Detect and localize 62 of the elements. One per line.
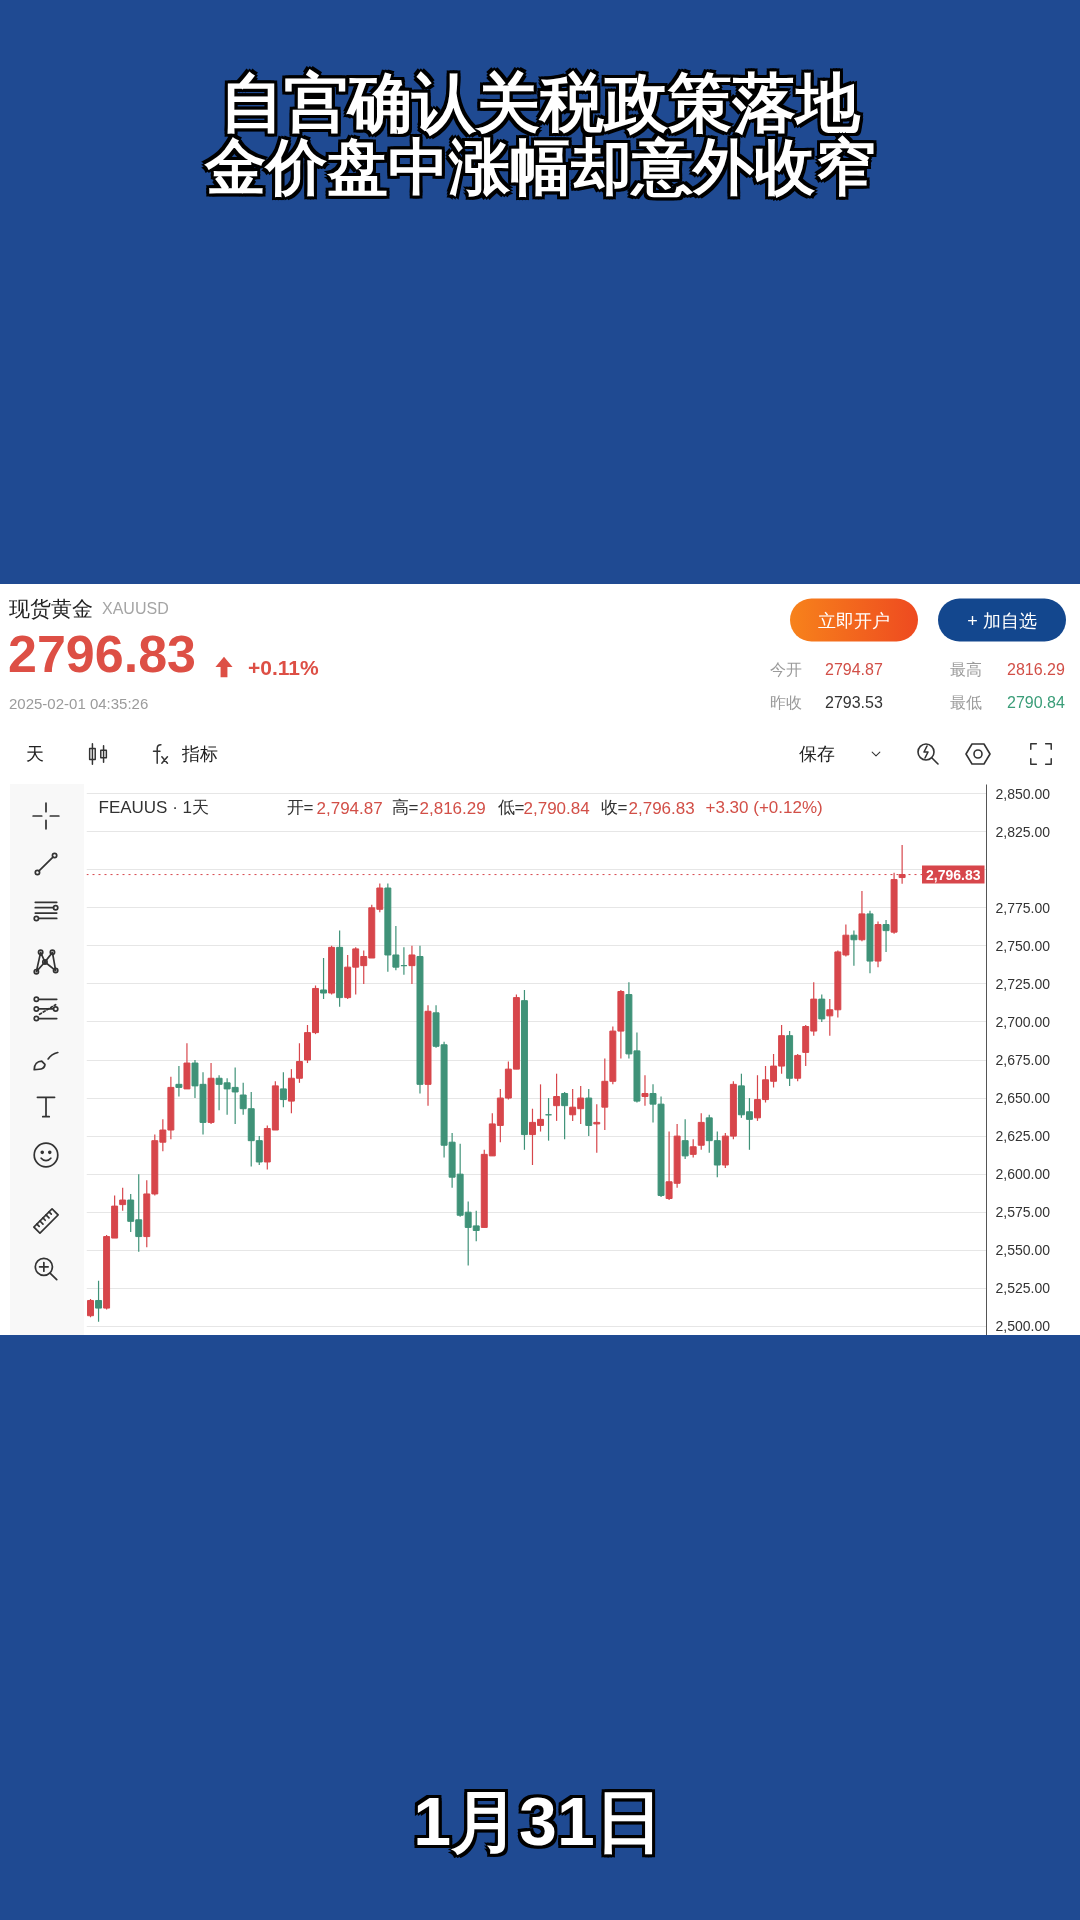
candlestick (408, 945, 416, 985)
annotation: 2,794.87 (316, 798, 383, 818)
text: 2816.29 (1007, 661, 1065, 678)
text: XAUUSD (102, 600, 169, 617)
candlestick (87, 1298, 94, 1318)
candlestick (681, 1118, 689, 1160)
y-tick-label: 2,675.00 (995, 1052, 1051, 1068)
candlestick (175, 1065, 183, 1098)
y-tick-label: 2,575.00 (995, 1204, 1051, 1221)
candlestick (279, 1071, 287, 1108)
text: 1月31日 (413, 1783, 663, 1859)
text: 2790.84 (1007, 694, 1065, 711)
candlestick (593, 1103, 601, 1154)
text: 2796.83 (8, 625, 196, 683)
text: 今开 (770, 661, 802, 678)
text: 天 (26, 744, 44, 764)
candlestick (553, 1073, 561, 1122)
button: 立即开户 (790, 598, 918, 642)
y-tick-label: 2,525.00 (995, 1280, 1051, 1297)
candlestick (689, 1138, 697, 1159)
annotation: 低= (497, 798, 525, 817)
candlestick (320, 957, 328, 1000)
button: + 加自选 (938, 598, 1066, 642)
y-tick-label: 2,850.00 (995, 785, 1051, 802)
candlestick (641, 1074, 649, 1107)
annotation: 2,790.84 (523, 798, 590, 818)
candlestick (95, 1280, 103, 1323)
y-tick-label: 2,725.00 (995, 975, 1051, 992)
text: 最低 (950, 694, 982, 711)
annotation: 2,796.83 (628, 798, 695, 818)
annotation: 高= (391, 798, 419, 817)
y-tick-label: 2,500.00 (995, 1318, 1051, 1335)
text: 2793.53 (825, 694, 883, 711)
candlestick (818, 993, 826, 1023)
annotation: +3.30 (+0.12%) (705, 798, 823, 817)
text: 指标 (182, 744, 218, 764)
text: 保存 (799, 744, 835, 764)
y-tick-label: 2,650.00 (995, 1090, 1051, 1107)
text: 2025-02-01 04:35:26 (9, 694, 149, 712)
text: 现货黄金 (9, 596, 93, 620)
text: +0.11% (248, 655, 319, 679)
text: 2794.87 (825, 661, 883, 678)
ref-line-label: 2,796.83 (926, 866, 981, 883)
candlestick (119, 1187, 127, 1212)
candlestick (697, 1112, 705, 1151)
y-tick-label: 2,550.00 (995, 1242, 1051, 1259)
candlestick (850, 930, 858, 967)
y-tick-label: 2,825.00 (995, 823, 1051, 840)
candlestick (561, 1091, 569, 1140)
candlestick (794, 1053, 802, 1082)
candlestick (882, 919, 890, 953)
annotation: 开= (286, 798, 314, 817)
y-tick-label: 2,775.00 (995, 899, 1051, 916)
y-tick-label: 2,600.00 (995, 1166, 1051, 1183)
text: 最高 (950, 661, 982, 678)
annotation: FEAUUS · 1天 (98, 798, 210, 817)
annotation: 收= (600, 798, 628, 817)
annotation: 2,816.29 (419, 798, 486, 818)
y-tick-label: 2,625.00 (995, 1128, 1051, 1145)
y-tick-label: 2,750.00 (995, 937, 1051, 954)
text: 昨收 (770, 694, 802, 711)
y-tick-label: 2,700.00 (995, 1013, 1051, 1030)
